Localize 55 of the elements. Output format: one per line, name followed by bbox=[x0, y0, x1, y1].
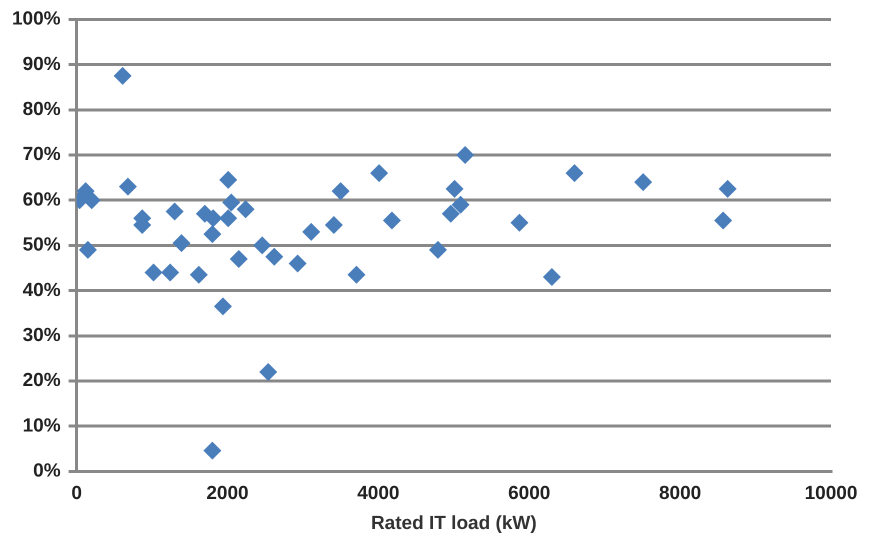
point bbox=[332, 182, 350, 200]
point bbox=[236, 200, 255, 218]
point bbox=[566, 164, 584, 182]
point bbox=[265, 248, 284, 266]
point bbox=[114, 66, 132, 85]
point bbox=[78, 240, 97, 259]
point bbox=[219, 170, 238, 189]
x-tick-label: 2000 bbox=[206, 483, 249, 504]
point bbox=[510, 214, 528, 232]
point bbox=[714, 212, 732, 230]
x-tick-label: 8000 bbox=[658, 483, 702, 504]
point bbox=[446, 180, 464, 198]
y-tick-label: 20% bbox=[22, 370, 61, 392]
y-tick-label: 50% bbox=[22, 234, 61, 256]
x-tick-label: 10000 bbox=[804, 483, 858, 504]
point bbox=[324, 216, 343, 234]
y-tick-label: 90% bbox=[22, 54, 61, 75]
y-tick-label: 10% bbox=[22, 415, 61, 436]
y-tick-label: 100% bbox=[12, 8, 61, 30]
point bbox=[144, 264, 163, 282]
point bbox=[382, 212, 401, 230]
point bbox=[222, 193, 240, 212]
point bbox=[259, 362, 278, 381]
point bbox=[230, 250, 248, 268]
x-tick-label: 0 bbox=[71, 483, 82, 504]
y-tick-label: 40% bbox=[22, 280, 61, 301]
y-tick-label: 80% bbox=[22, 99, 61, 120]
point bbox=[161, 264, 180, 282]
x-tick-label: 6000 bbox=[508, 483, 550, 504]
point bbox=[370, 164, 388, 182]
point bbox=[347, 266, 366, 284]
x-axis-title: Rated IT load (kW) bbox=[370, 512, 537, 534]
point bbox=[542, 268, 561, 286]
point bbox=[190, 266, 208, 284]
point bbox=[456, 146, 474, 164]
x-tick-label: 4000 bbox=[357, 483, 400, 504]
point bbox=[166, 202, 184, 220]
y-tick-label: 60% bbox=[22, 189, 61, 210]
y-tick-label: 30% bbox=[22, 325, 61, 346]
point bbox=[302, 222, 320, 241]
point bbox=[219, 209, 238, 228]
point bbox=[253, 236, 272, 254]
point bbox=[203, 225, 222, 244]
point bbox=[172, 234, 190, 252]
point bbox=[428, 240, 447, 259]
point bbox=[203, 442, 222, 460]
point bbox=[118, 178, 137, 196]
y-tick-label: 0% bbox=[33, 460, 61, 482]
point bbox=[288, 254, 307, 272]
point bbox=[634, 173, 652, 192]
point bbox=[442, 204, 460, 223]
point bbox=[718, 180, 737, 198]
y-tick-label: 70% bbox=[22, 144, 61, 166]
point bbox=[452, 196, 470, 214]
point bbox=[214, 297, 232, 316]
